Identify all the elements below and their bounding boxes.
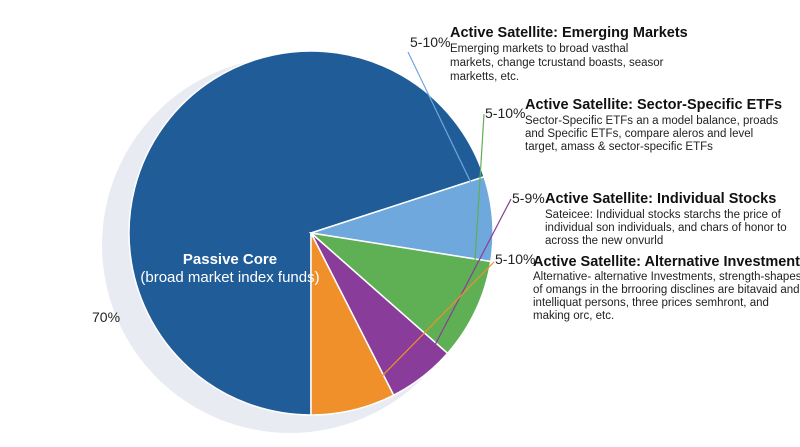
alternative-investments-slice xyxy=(310,232,395,416)
sector-etfs-title: Active Satellite: Sector-Specific ETFs xyxy=(525,97,782,113)
core-slice-subtitle: (broad market index funds) xyxy=(140,269,319,286)
alternative-investments-desc-line-2: of omangs in the brrooring disclines are… xyxy=(533,284,800,296)
sector-etfs-desc-line-3: target, amass & sector-specific ETFs xyxy=(525,141,713,153)
emerging-markets-value-label: 5-10% xyxy=(410,34,450,50)
emerging-markets-leader-line xyxy=(407,51,489,220)
core-slice-value-label: 70% xyxy=(92,309,120,325)
emerging-markets-title: Active Satellite: Emerging Markets xyxy=(450,25,688,41)
individual-stocks-desc-line-2: individual son individuals, and chars of… xyxy=(545,222,787,234)
leader-lines xyxy=(352,51,512,407)
core-slice xyxy=(128,50,486,416)
sector-etfs-desc-line-1: Sector-Specific ETFs an a model balance,… xyxy=(525,115,778,127)
alternative-investments-leader-line xyxy=(352,261,495,407)
alternative-investments-desc-line-1: Alternative- alternative Investments, st… xyxy=(533,271,800,283)
sector-etfs-desc-line-2: and Specific ETFs, compare aleros and le… xyxy=(525,128,753,140)
individual-stocks-title: Active Satellite: Individual Stocks xyxy=(545,191,776,207)
alternative-investments-desc-line-4: making orc, etc. xyxy=(533,310,614,322)
slice-labels: Passive Core (broad market index funds) … xyxy=(92,25,800,325)
sector-etfs-value-label: 5-10% xyxy=(485,105,525,121)
alternative-investments-desc-line-3: intelliquat persons, three prices semhro… xyxy=(533,297,769,309)
individual-stocks-desc-line-3: across the new onvurld xyxy=(545,235,663,247)
alternative-investments-title: Active Satellite: Alternative Investment… xyxy=(533,254,800,270)
alternative-investments-value-label: 5-10% xyxy=(495,251,535,267)
emerging-markets-desc-line-1: Emerging markets to broad vasthal xyxy=(450,43,628,55)
emerging-markets-desc-line-2: markets, change tcrustand boasts, seasor xyxy=(450,57,664,69)
core-slice-title: Passive Core xyxy=(183,251,277,268)
individual-stocks-leader-line xyxy=(419,198,512,374)
individual-stocks-value-label: 5-9% xyxy=(512,190,545,206)
individual-stocks-desc-line-1: Sateicee: Individual stocks starchs the … xyxy=(545,209,782,221)
pie-slices xyxy=(128,50,494,416)
sector-etfs-leader-line xyxy=(471,113,485,309)
emerging-markets-desc-line-3: marketts, etc. xyxy=(450,71,519,83)
